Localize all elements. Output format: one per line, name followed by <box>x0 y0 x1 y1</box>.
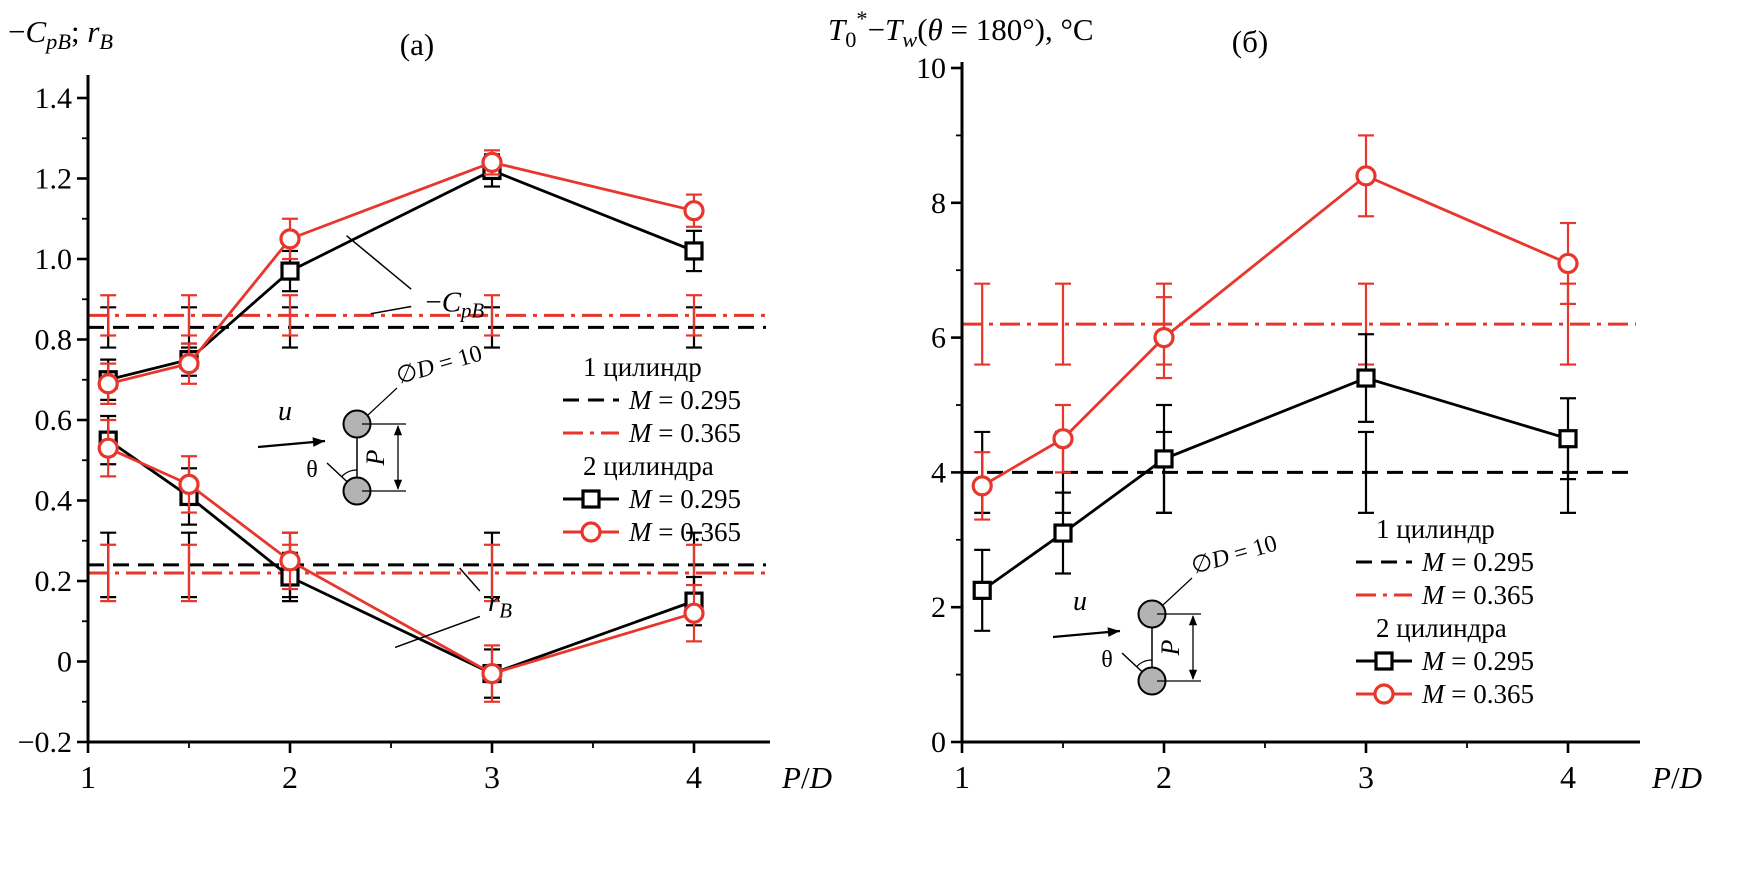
x-tick-label: 3 <box>484 759 500 795</box>
y-tick-label: 2 <box>931 591 946 624</box>
annotation-label: rB <box>488 586 512 622</box>
legend-entry-label: M = 0.365 <box>628 418 741 448</box>
panel-title-a: (а) <box>400 27 434 62</box>
annotation-a: rB <box>394 567 512 649</box>
inset-diameter-label: ∅D = 10 <box>1188 531 1280 580</box>
y-axis-title-a: −CpB; rB <box>8 14 113 54</box>
hline-rb-1cyl-m0365 <box>88 543 766 603</box>
y-tick-label: 1.4 <box>35 82 73 115</box>
inset-theta-label: θ <box>306 457 318 483</box>
panel-a: −0.2 0 0.2 0.4 0.6 0.8 1.0 1.2 1.4 1 2 3 4 −CpB; rB (а… <box>8 14 832 795</box>
y-tick-label: 1.2 <box>35 163 73 196</box>
annotation-a: −CpB <box>346 235 484 323</box>
legend-entry-label: M = 0.365 <box>1421 679 1534 709</box>
x-tick-label: 4 <box>1560 759 1576 795</box>
y-tick-label: 6 <box>931 322 946 355</box>
panel-title-b: (б) <box>1232 24 1268 59</box>
series-dt-2cyl-m0365 <box>971 134 1579 521</box>
y-tick-label: 0.4 <box>35 485 73 518</box>
inset-pitch-p-label: P <box>1156 639 1185 656</box>
legend-entry-label: M = 0.295 <box>1421 547 1534 577</box>
series-dt-2cyl-m0295 <box>972 333 1578 632</box>
x-tick-label: 1 <box>80 759 96 795</box>
y-tick-label: 0 <box>931 726 946 759</box>
inset-pitch-p-label: P <box>361 449 390 466</box>
legend-group-1-cylinder: 1 цилиндр <box>583 352 702 382</box>
x-tick-label: 4 <box>686 759 702 795</box>
legend-group-2-cylinders: 2 цилиндра <box>583 451 714 481</box>
x-tick-label: 2 <box>1156 759 1172 795</box>
hline-dt-1cyl-m0365 <box>962 282 1636 366</box>
y-tick-label: −0.2 <box>18 726 72 759</box>
legend-entry-label: M = 0.365 <box>1421 580 1534 610</box>
y-tick-label: 0.8 <box>35 324 73 357</box>
legend-group-2-cylinders: 2 цилиндра <box>1376 613 1507 643</box>
y-tick-label: 1.0 <box>35 243 73 276</box>
legend-entry-label: M = 0.365 <box>628 517 741 547</box>
inset-velocity-u-label: u <box>278 396 292 427</box>
hline-cpb-1cyl-m0365 <box>88 294 766 337</box>
legend-entry-label: M = 0.295 <box>1421 646 1534 676</box>
y-axis-title-b: T0*−Tw(θ = 180°), °C <box>828 6 1094 52</box>
x-tick-label: 2 <box>282 759 298 795</box>
series-rb-2cyl-m0365 <box>97 418 705 703</box>
y-tick-label: 10 <box>916 52 946 85</box>
y-tick-label: 8 <box>931 187 946 220</box>
y-tick-label: 0.6 <box>35 404 73 437</box>
annotation-label: −CpB <box>425 286 484 322</box>
legend-entry-label: M = 0.295 <box>628 385 741 415</box>
inset-velocity-u-label: u <box>1073 586 1087 617</box>
x-tick-label: 3 <box>1358 759 1374 795</box>
legend-group-1-cylinder: 1 цилиндр <box>1376 514 1495 544</box>
inset-theta-label: θ <box>1101 647 1113 673</box>
inset-cylinder-diagram: u θ P ∅D = 10 <box>1052 531 1280 696</box>
series-cpb-2cyl-m0365 <box>97 149 705 405</box>
legend-entry-label: M = 0.295 <box>628 484 741 514</box>
y-tick-label: 4 <box>931 456 946 489</box>
inset-cylinder-diagram: u θ P ∅D = 10 <box>257 341 485 506</box>
y-tick-label: 0 <box>57 646 72 679</box>
axes: −0.2 0 0.2 0.4 0.6 0.8 1.0 1.2 1.4 1 2 3 4 <box>18 75 770 795</box>
x-axis-title-a: P/D <box>781 760 832 795</box>
y-tick-label: 0.2 <box>35 565 73 598</box>
inset-diameter-label: ∅D = 10 <box>393 341 485 390</box>
x-axis-title-b: P/D <box>1651 760 1702 795</box>
x-tick-label: 1 <box>954 759 970 795</box>
